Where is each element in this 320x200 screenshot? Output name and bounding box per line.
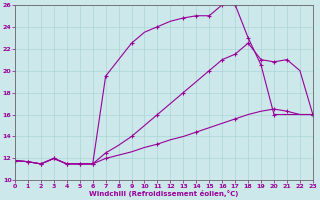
X-axis label: Windchill (Refroidissement éolien,°C): Windchill (Refroidissement éolien,°C) xyxy=(89,190,239,197)
